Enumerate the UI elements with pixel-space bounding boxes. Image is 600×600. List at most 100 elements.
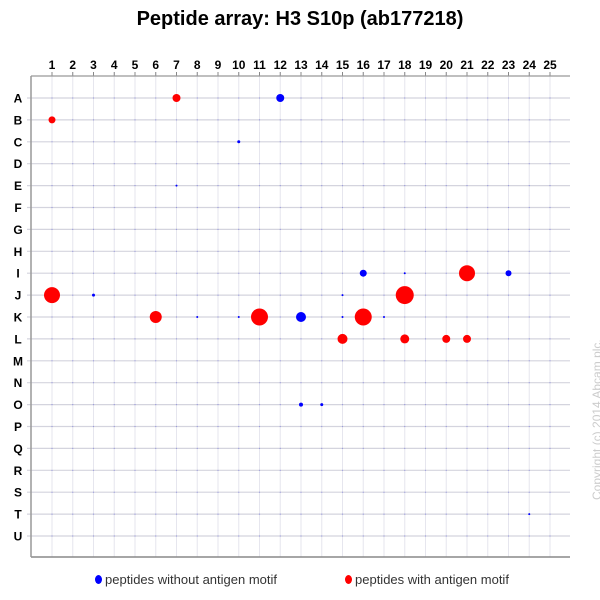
data-point: [149, 311, 162, 323]
empty-spot-marker: [175, 119, 178, 121]
x-tick-label: 18: [398, 58, 412, 72]
empty-spot-marker: [175, 513, 178, 515]
empty-spot-marker: [507, 250, 510, 252]
empty-spot-marker: [404, 404, 406, 406]
empty-spot-marker: [72, 141, 74, 143]
empty-spot-marker: [466, 316, 468, 318]
empty-spot-marker: [487, 163, 489, 165]
empty-spot-marker: [155, 425, 157, 428]
empty-spot-marker: [258, 185, 261, 187]
empty-spot-marker: [238, 294, 240, 296]
empty-spot-marker: [321, 119, 323, 121]
empty-spot-marker: [300, 535, 302, 537]
empty-spot-marker: [362, 513, 364, 515]
empty-spot-marker: [487, 141, 489, 143]
empty-spot-marker: [404, 163, 406, 165]
empty-spot-marker: [528, 316, 530, 318]
empty-spot-marker: [507, 360, 510, 362]
legend-item-with-motif: peptides with antigen motif: [345, 572, 509, 587]
empty-spot-marker: [424, 447, 427, 449]
empty-spot-marker: [217, 316, 219, 318]
empty-spot-marker: [51, 513, 53, 515]
empty-spot-marker: [92, 338, 95, 340]
empty-spot-marker: [507, 119, 510, 121]
x-tick-label: 1: [49, 58, 56, 72]
y-tick-label: L: [14, 332, 21, 346]
empty-spot-marker: [134, 404, 136, 406]
empty-spot-marker: [113, 185, 115, 187]
empty-spot-marker: [383, 360, 385, 362]
x-tick-label: 10: [232, 58, 246, 72]
empty-spot-marker: [341, 447, 344, 449]
empty-spot-marker: [155, 491, 157, 493]
empty-spot-marker: [134, 141, 136, 143]
empty-spot-marker: [155, 469, 157, 471]
empty-spot-marker: [279, 316, 281, 318]
empty-spot-marker: [404, 206, 406, 209]
empty-spot-marker: [445, 535, 447, 537]
data-point: [175, 184, 178, 187]
empty-spot-marker: [362, 425, 364, 428]
empty-spot-marker: [72, 360, 74, 362]
empty-spot-marker: [258, 338, 261, 340]
empty-spot-marker: [238, 119, 240, 121]
empty-spot-marker: [217, 228, 219, 230]
empty-spot-marker: [549, 316, 551, 318]
data-point: [359, 269, 367, 277]
empty-spot-marker: [383, 513, 385, 515]
empty-spot-marker: [279, 447, 281, 449]
empty-spot-marker: [113, 316, 115, 318]
empty-spot-marker: [341, 250, 344, 252]
empty-spot-marker: [404, 360, 406, 362]
empty-spot-marker: [175, 360, 178, 362]
empty-spot-marker: [466, 469, 468, 471]
empty-spot-marker: [424, 163, 427, 165]
empty-spot-marker: [341, 185, 344, 187]
empty-spot-marker: [487, 206, 489, 209]
empty-spot-marker: [217, 250, 219, 252]
empty-spot-marker: [175, 404, 178, 406]
empty-spot-marker: [300, 119, 302, 121]
empty-spot-marker: [238, 272, 240, 274]
empty-spot-marker: [549, 425, 551, 428]
empty-spot-marker: [134, 206, 136, 209]
empty-spot-marker: [549, 360, 551, 362]
empty-spot-marker: [279, 272, 281, 274]
empty-spot-marker: [445, 469, 447, 471]
empty-spot-marker: [51, 447, 53, 449]
data-point: [44, 287, 60, 304]
empty-spot-marker: [362, 228, 364, 230]
empty-spot-marker: [175, 250, 178, 252]
empty-spot-marker: [466, 97, 468, 99]
empty-spot-marker: [466, 119, 468, 121]
empty-spot-marker: [72, 163, 74, 165]
empty-spot-marker: [383, 97, 385, 99]
empty-spot-marker: [196, 185, 198, 187]
empty-spot-marker: [217, 338, 219, 340]
empty-spot-marker: [528, 469, 530, 471]
y-tick-label: H: [14, 245, 23, 259]
empty-spot-marker: [341, 272, 344, 274]
empty-spot-marker: [424, 97, 427, 99]
empty-spot-marker: [300, 447, 302, 449]
y-tick-label: G: [13, 223, 22, 237]
empty-spot-marker: [404, 141, 406, 143]
red-dot-icon: [345, 575, 352, 584]
empty-spot-marker: [155, 447, 157, 449]
empty-spot-marker: [217, 535, 219, 537]
empty-spot-marker: [92, 425, 95, 428]
empty-spot-marker: [404, 491, 406, 493]
x-tick-label: 2: [69, 58, 76, 72]
empty-spot-marker: [404, 250, 406, 252]
empty-spot-marker: [258, 425, 261, 428]
x-tick-label: 22: [481, 58, 495, 72]
empty-spot-marker: [196, 425, 198, 428]
empty-spot-marker: [445, 228, 447, 230]
empty-spot-marker: [175, 163, 178, 165]
empty-spot-marker: [92, 97, 95, 99]
empty-spot-marker: [196, 294, 198, 296]
empty-spot-marker: [300, 294, 302, 296]
empty-spot-marker: [134, 535, 136, 537]
empty-spot-marker: [238, 382, 240, 384]
empty-spot-marker: [466, 294, 468, 296]
